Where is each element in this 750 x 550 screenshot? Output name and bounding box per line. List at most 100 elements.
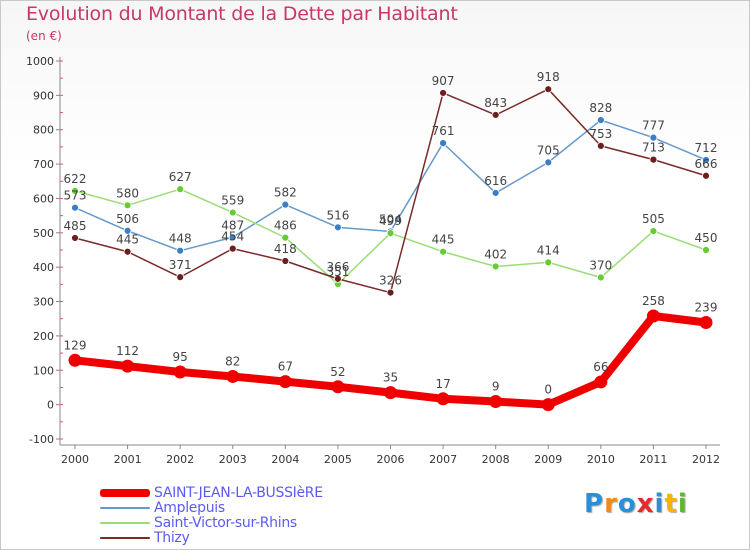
data-label: 35 [383,371,398,385]
data-label: 351 [326,265,349,279]
data-label: 777 [642,119,665,133]
data-point [121,359,135,373]
data-label: 573 [64,189,87,203]
data-point [489,395,503,409]
data-label: 506 [116,212,139,226]
legend-swatch [100,506,150,509]
data-point [699,316,713,330]
data-point [491,262,500,271]
x-tick-label: 2011 [639,453,667,466]
data-label: 582 [274,186,297,200]
x-tick-label: 2001 [114,453,142,466]
logo-letter: t [664,489,678,519]
data-label: 258 [642,294,665,308]
y-tick-label: 400 [33,261,54,274]
y-tick-label: 100 [33,364,54,377]
data-point [226,369,240,383]
data-point [541,398,555,412]
data-point [386,229,395,238]
data-label: 504 [379,212,402,226]
data-label: 487 [221,218,244,232]
y-tick-label: 200 [33,330,54,343]
data-label: 448 [169,232,192,246]
logo-letter: r [604,489,618,519]
data-point [649,133,658,142]
data-label: 450 [695,231,718,245]
data-label: 454 [221,230,244,244]
data-point [123,247,132,256]
x-tick-label: 2008 [482,453,510,466]
x-tick-label: 2005 [324,453,352,466]
logo-letter: o [617,489,637,519]
data-label: 616 [484,174,507,188]
y-tick-label: 800 [33,124,54,137]
data-label: 505 [642,212,665,226]
data-label: 402 [484,247,507,261]
data-label: 445 [116,233,139,247]
legend-item: SAINT-JEAN-LA-BUSSIèRE [100,484,323,501]
data-label: 622 [64,172,87,186]
data-point [596,141,605,150]
data-label: 82 [225,354,240,368]
data-point [123,226,132,235]
data-point [491,189,500,197]
data-label: 239 [695,301,718,315]
data-point [649,227,658,236]
data-label: 418 [274,242,297,256]
data-point [71,234,79,242]
data-label: 843 [484,96,507,110]
data-label: 445 [432,233,455,247]
data-point [176,273,185,282]
legend-item: Amplepuis [100,499,323,516]
data-label: 112 [116,344,139,358]
x-tick-label: 2009 [534,453,562,466]
data-point [334,274,342,283]
data-label: 129 [64,338,87,352]
legend-label: Amplepuis [154,499,225,516]
series-layer [68,85,713,412]
x-tick-label: 2006 [377,453,405,466]
x-tick-label: 2003 [219,453,247,466]
legend-label: SAINT-JEAN-LA-BUSSIèRE [154,484,323,501]
legend: SAINT-JEAN-LA-BUSSIèRE Amplepuis Saint-Vic… [100,484,323,546]
data-point [594,375,608,389]
data-point [439,139,447,148]
y-tick-label: 900 [33,89,54,102]
x-tick-label: 2002 [166,453,194,466]
logo-letter: i [654,489,665,519]
data-label: 918 [537,70,560,84]
x-tick-label: 2010 [587,453,615,466]
axes: -100 0 100 200 300 400 500 600 700 800 900 1000 2000… [26,55,720,466]
data-label: 627 [169,170,192,184]
data-label: 52 [330,365,345,379]
data-label: 828 [589,101,612,115]
legend-swatch [100,488,150,497]
legend-swatch [100,521,150,524]
data-point [439,89,447,97]
x-tick-label: 2007 [429,453,457,466]
data-point [702,156,710,164]
data-point [281,200,290,209]
data-label: 17 [435,377,450,391]
y-tick-label: 300 [33,296,54,309]
logo-letter: P [584,489,605,519]
data-label: 370 [589,258,612,272]
data-point [384,386,397,400]
legend-swatch [100,536,150,539]
data-label: 761 [432,124,455,138]
legend-item: Saint-Victor-sur-Rhins [100,515,323,531]
data-point [596,273,605,282]
data-point [334,223,342,232]
chart-subtitle: (en €) [26,29,62,43]
y-tick-label: 600 [33,192,54,205]
data-point [386,288,395,297]
data-point [71,203,79,212]
y-tick-label: 1000 [26,55,54,68]
chart-title: Evolution du Montant de la Dette par Hab… [26,3,458,25]
data-label: 705 [537,143,560,157]
data-point [68,353,82,367]
data-point [176,185,185,194]
data-point [702,246,710,254]
data-point [176,246,185,255]
